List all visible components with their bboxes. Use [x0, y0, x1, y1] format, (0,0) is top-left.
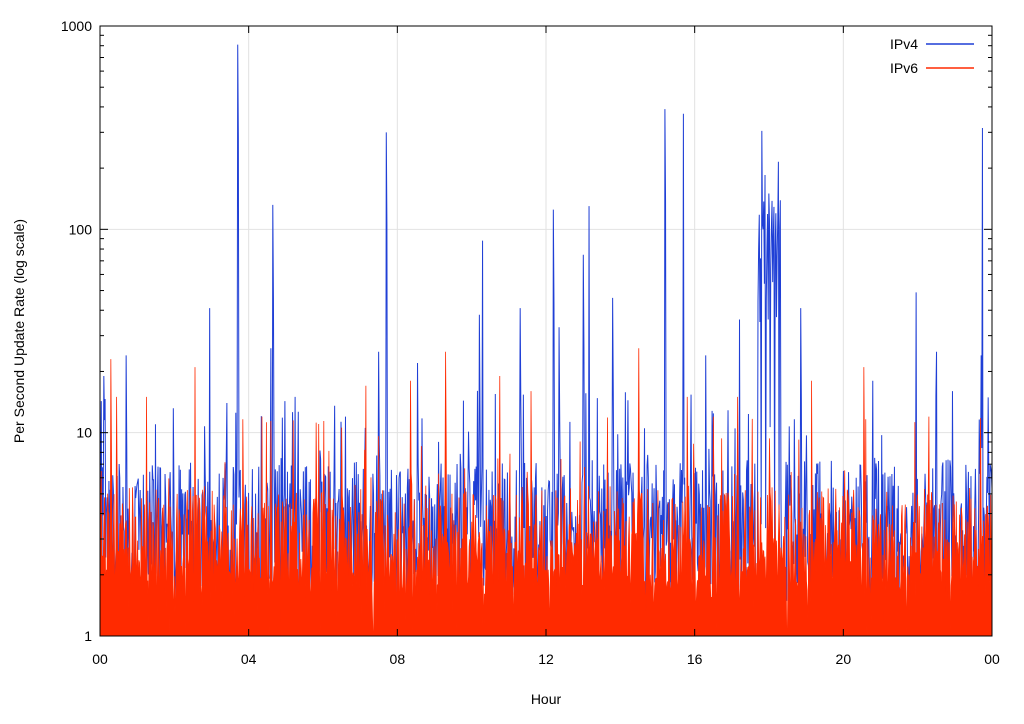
series-ipv6-area: [99, 348, 993, 637]
y-tick-label: 1000: [61, 18, 92, 34]
x-tick-label: 12: [538, 651, 554, 667]
y-tick-label: 10: [76, 425, 92, 441]
legend: IPv4 IPv6: [890, 36, 974, 76]
legend-label-ipv6: IPv6: [890, 60, 918, 76]
series-ipv4-line: [99, 44, 993, 637]
legend-label-ipv4: IPv4: [890, 36, 918, 52]
y-tick-label: 100: [69, 221, 93, 237]
x-tick-label: 16: [687, 651, 703, 667]
grid: [100, 26, 992, 636]
x-tick-label: 04: [241, 651, 257, 667]
x-tick-label: 08: [390, 651, 406, 667]
y-tick-label: 1: [84, 628, 92, 644]
series-area: [99, 44, 993, 637]
y-axis-title: Per Second Update Rate (log scale): [11, 219, 27, 443]
x-tick-label: 20: [836, 651, 852, 667]
x-tick-label: 00: [984, 651, 1000, 667]
x-axis-title: Hour: [531, 691, 562, 707]
x-tick-label: 00: [92, 651, 108, 667]
